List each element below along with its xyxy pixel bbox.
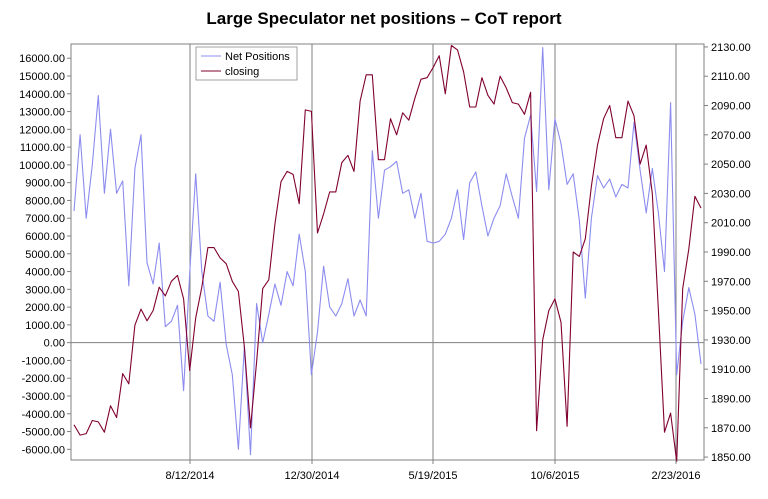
left-tick-label: 2000.00: [25, 302, 65, 314]
left-tick-label: 8000.00: [25, 195, 65, 207]
x-tick-label: 12/30/2014: [284, 470, 339, 482]
left-tick-label: 0.00: [44, 338, 65, 350]
left-tick-label: 13000.00: [19, 107, 65, 119]
right-tick-label: 1890.00: [711, 393, 751, 405]
series-line-closing: [73, 44, 702, 463]
right-tick-label: 2050.00: [711, 159, 751, 171]
vertical-gridlines: [189, 44, 677, 460]
right-tick-label: 1850.00: [711, 452, 751, 464]
left-tick-label: 9000.00: [25, 178, 65, 190]
legend: Net Positions closing: [195, 46, 298, 81]
right-tick-label: 2030.00: [711, 188, 751, 200]
left-tick-label: -4000.00: [22, 409, 65, 421]
left-tick-label: 14000.00: [19, 89, 65, 101]
right-tick-label: 1930.00: [711, 335, 751, 347]
left-tick-label: 15000.00: [19, 71, 65, 83]
right-tick-label: 2070.00: [711, 130, 751, 142]
left-tick-label: 4000.00: [25, 267, 65, 279]
left-tick-label: 7000.00: [25, 213, 65, 225]
left-tick-label: -5000.00: [22, 427, 65, 439]
series-lines: [73, 44, 702, 463]
right-tick-label: 1910.00: [711, 364, 751, 376]
left-tick-label: 10000.00: [19, 160, 65, 172]
left-tick-label: 11000.00: [20, 142, 65, 154]
legend-label-closing: closing: [225, 66, 259, 78]
left-axis-ticks: -6000.00 -5000.00 -4000.00 -3000.00 -2000.00…: [19, 53, 71, 456]
left-tick-label: 1000.00: [25, 320, 65, 332]
series-line-net-positions: [73, 47, 702, 456]
right-tick-label: 1990.00: [711, 247, 751, 259]
legend-label-net-positions: Net Positions: [225, 51, 290, 63]
chart-title: Large Speculator net positions – CoT rep…: [206, 9, 562, 28]
x-tick-label: 5/19/2015: [409, 470, 458, 482]
left-tick-label: 6000.00: [25, 231, 65, 243]
right-tick-label: 1870.00: [711, 423, 751, 435]
right-tick-label: 2090.00: [711, 101, 751, 113]
right-tick-label: 2110.00: [711, 71, 750, 83]
legend-box: [195, 46, 298, 81]
right-tick-label: 1950.00: [711, 306, 751, 318]
x-tick-label: 2/23/2016: [652, 470, 701, 482]
right-tick-label: 2010.00: [711, 218, 751, 230]
right-tick-label: 1970.00: [711, 276, 751, 288]
left-tick-label: -6000.00: [22, 444, 65, 456]
right-axis-ticks: 1850.00 1870.00 1890.00 1910.00 1930.00 1950.…: [704, 42, 751, 464]
left-tick-label: -2000.00: [22, 373, 65, 385]
right-tick-label: 2130.00: [711, 42, 751, 54]
left-tick-label: 3000.00: [25, 284, 65, 296]
left-tick-label: 16000.00: [19, 53, 65, 65]
left-tick-label: 12000.00: [19, 124, 65, 136]
left-tick-label: 5000.00: [25, 249, 65, 261]
x-axis-ticks: 8/12/2014 12/30/2014 5/19/2015 10/6/2015 2/2…: [166, 460, 701, 482]
x-tick-label: 10/6/2015: [531, 470, 580, 482]
left-tick-label: -3000.00: [22, 391, 65, 403]
left-tick-label: -1000.00: [22, 355, 65, 367]
x-tick-label: 8/12/2014: [166, 470, 215, 482]
